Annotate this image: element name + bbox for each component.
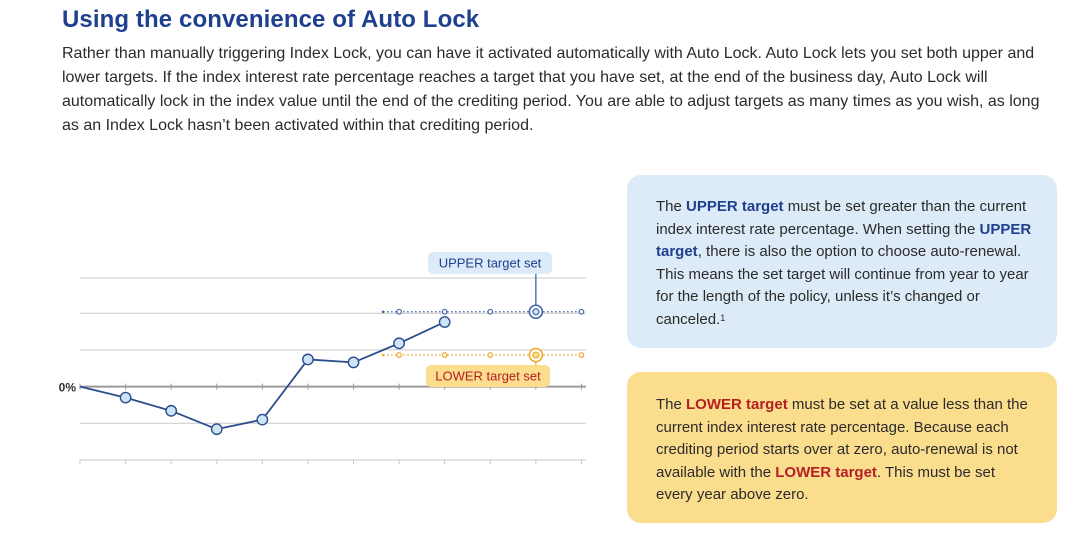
footnote-marker: 1 — [720, 312, 726, 323]
data-point — [393, 337, 405, 350]
upper-target-label: UPPER target set — [439, 256, 542, 271]
upper-card-text-3: , there is also the option to choose aut… — [656, 243, 1029, 328]
upper-target-point — [441, 308, 448, 315]
upper-target-point — [396, 308, 402, 315]
upper-card-text-1: The — [656, 198, 687, 215]
upper-set-marker-core — [532, 308, 540, 316]
upper-target-card: The UPPER target must be set greater tha… — [627, 175, 1057, 348]
lower-target-label: LOWER target set — [435, 369, 541, 384]
lower-target-point — [487, 352, 494, 358]
lower-target-card: The LOWER target must be set at a value … — [627, 372, 1057, 523]
lower-card-text-3: . This must be set every year above zero… — [656, 463, 996, 504]
data-point — [210, 423, 223, 436]
lower-target-point — [578, 352, 585, 358]
lower-target-point — [396, 352, 402, 358]
data-point — [438, 316, 451, 328]
lower-target-highlight-2: LOWER target — [775, 463, 877, 481]
intro-text: Rather than manually triggering Index Lo… — [62, 45, 1040, 134]
data-point — [256, 413, 269, 426]
data-point — [119, 391, 132, 404]
lower-card-text: The LOWER target must be set at a value … — [656, 394, 1035, 507]
upper-target-point — [487, 308, 494, 315]
zero-percent-label: 0% — [59, 381, 77, 395]
lower-set-marker-core — [532, 351, 540, 359]
data-point — [347, 356, 360, 369]
lower-target-point — [441, 352, 448, 358]
upper-target-point — [578, 308, 585, 315]
page-title: Using the convenience of Auto Lock — [62, 6, 480, 33]
data-point — [302, 353, 314, 366]
index-line-series — [79, 316, 451, 436]
lower-target-pill — [426, 365, 550, 387]
upper-target-highlight: UPPER target — [686, 198, 784, 215]
upper-target-start — [381, 310, 385, 314]
upper-target-highlight-2: UPPER target — [656, 220, 1032, 261]
upper-target-pill — [428, 252, 552, 274]
data-point — [165, 404, 178, 417]
upper-card-text: The UPPER target must be set greater tha… — [656, 196, 1033, 331]
target-lines — [381, 274, 585, 365]
lower-target-highlight: LOWER target — [686, 396, 788, 413]
upper-card-text-2: must be set greater than the current ind… — [656, 198, 1027, 238]
index-line — [79, 321, 446, 431]
lower-card-text-1: The — [656, 396, 687, 413]
lower-target-start — [381, 353, 385, 357]
chart-labels: 0% UPPER target set LOWER target set — [59, 252, 552, 395]
intro-paragraph: Rather than manually triggering Index Lo… — [62, 42, 1052, 138]
auto-lock-chart: 0% UPPER target set LOWER target set — [59, 252, 586, 464]
lower-card-text-2: must be set at a value less than the cur… — [656, 396, 1028, 481]
